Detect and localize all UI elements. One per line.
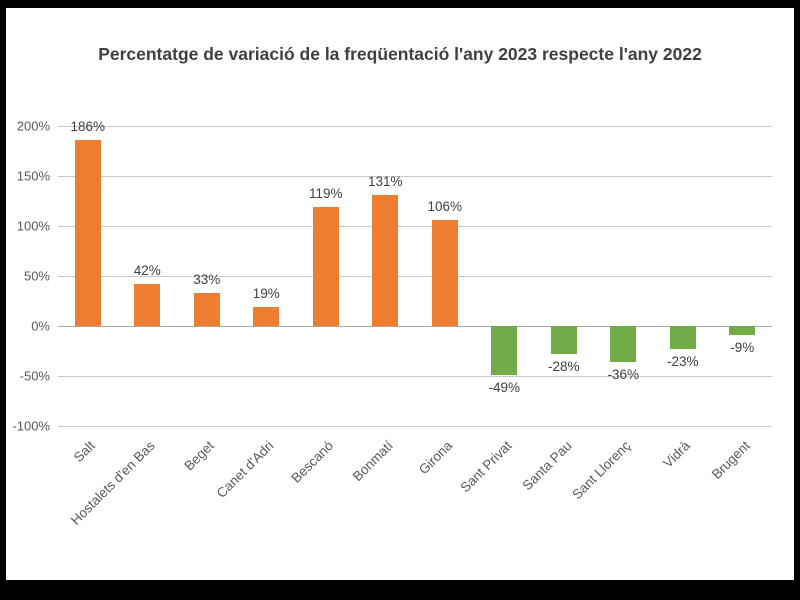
- y-tick-label: 150%: [16, 168, 50, 184]
- x-tick-label: Santa Pau: [519, 438, 575, 494]
- bar-beget: [193, 293, 220, 326]
- bar-canet-d-adri: [253, 307, 280, 326]
- bar-bescan-: [312, 207, 339, 326]
- value-label: 106%: [427, 199, 463, 214]
- plot-area: 186% 42% 33% 19% 119% 131% 106% -49% -28% -36% -23…: [58, 119, 772, 427]
- bar-santa-pau: [550, 326, 577, 354]
- bar-hostalets-d-en-bas: [134, 284, 161, 326]
- x-tick-label: Bonmatí: [349, 438, 396, 485]
- chart-title: Percentatge de variació de la freqüentac…: [98, 44, 702, 64]
- value-label: 119%: [308, 186, 343, 201]
- gridline: [58, 426, 772, 427]
- x-axis-line: [58, 326, 772, 327]
- value-label: 186%: [70, 119, 106, 134]
- value-label: -28%: [547, 359, 580, 374]
- bar-girona: [431, 220, 458, 326]
- gridline: [58, 126, 772, 127]
- value-label: -9%: [730, 340, 755, 355]
- x-tick-label: Brugent: [708, 438, 753, 483]
- y-tick-label: 50%: [23, 268, 50, 284]
- y-tick-label: -100%: [12, 418, 50, 434]
- y-tick-label: 100%: [16, 218, 50, 234]
- bar-sant-privat: [491, 326, 518, 375]
- bar-sant-lloren-: [610, 326, 637, 362]
- gridline: [58, 376, 772, 377]
- value-label: 33%: [193, 272, 221, 287]
- bar-salt: [74, 140, 101, 326]
- x-axis-labels: Salt Hostalets d'en Bas Beget Canet d'Adri B…: [58, 426, 772, 556]
- value-label: -23%: [666, 354, 699, 369]
- x-tick-label: Salt: [71, 438, 99, 466]
- bars: 186% 42% 33% 19% 119% 131% 106% -49% -28% -36% -23…: [58, 119, 772, 426]
- bar-chart: Percentatge de variació de la freqüentac…: [6, 8, 794, 580]
- gridline: [58, 176, 772, 177]
- y-axis-labels: 200% 150% 100% 50% 0% -50% -100%: [6, 119, 50, 434]
- x-tick-label: Sant Llorenç: [569, 438, 634, 503]
- value-label: 42%: [133, 263, 161, 278]
- x-tick-label: Canet d'Adri: [214, 438, 277, 501]
- value-label: 19%: [252, 286, 280, 301]
- x-tick-label: Beget: [181, 438, 218, 474]
- y-tick-label: 0%: [31, 318, 50, 334]
- gridline: [58, 226, 772, 227]
- bar-brugent: [729, 326, 756, 335]
- x-tick-label: Sant Privat: [457, 438, 515, 496]
- x-tick-label: Vidrà: [660, 438, 694, 471]
- value-label: 131%: [367, 174, 403, 189]
- gridlines: [58, 126, 772, 427]
- x-tick-label: Girona: [416, 438, 456, 478]
- y-tick-label: -50%: [19, 368, 50, 384]
- bar-vidr-: [669, 326, 696, 349]
- x-tick-label: Bescanó: [288, 438, 337, 486]
- gridline: [58, 276, 772, 277]
- value-label: -36%: [607, 367, 639, 382]
- value-label: -49%: [488, 380, 520, 395]
- y-tick-label: 200%: [16, 118, 50, 134]
- bar-bonmat-: [372, 195, 399, 326]
